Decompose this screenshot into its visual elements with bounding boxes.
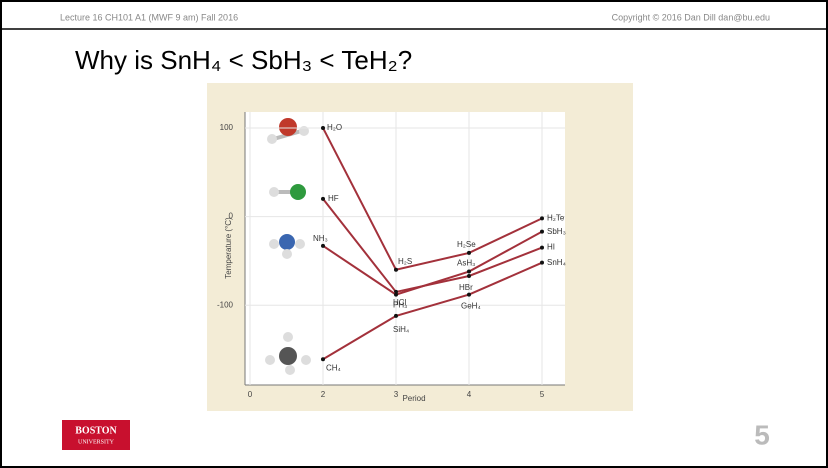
logo-text: BOSTON — [75, 425, 117, 436]
data-point — [321, 125, 325, 130]
data-point — [467, 269, 471, 274]
data-point — [467, 292, 471, 297]
logo-box — [62, 420, 130, 450]
header-right: Copyright © 2016 Dan Dill dan@bu.edu — [612, 12, 770, 22]
data-point — [467, 250, 471, 255]
point-label: HF — [328, 194, 339, 203]
header-left: Lecture 16 CH101 A1 (MWF 9 am) Fall 2016 — [60, 12, 238, 22]
data-point — [321, 243, 325, 248]
data-point — [394, 267, 398, 272]
x-tick-label: 0 — [248, 390, 253, 399]
x-tick-label: 5 — [540, 390, 545, 399]
data-point — [540, 260, 544, 265]
molecules — [265, 118, 311, 375]
point-label: SbH₃ — [547, 227, 566, 236]
data-point — [394, 313, 398, 318]
series-line — [322, 261, 543, 361]
point-label: HBr — [459, 283, 473, 292]
page-number: 5 — [754, 419, 770, 450]
x-axis-label: Period — [402, 394, 425, 403]
point-label: HI — [547, 243, 555, 252]
y-tick-label: -100 — [217, 300, 234, 309]
data-point — [394, 292, 398, 297]
y-tick-label: 100 — [220, 123, 234, 132]
data-point — [540, 229, 544, 234]
data-point — [540, 216, 544, 221]
point-label: PH₃ — [393, 301, 407, 310]
point-label: NH₃ — [313, 234, 328, 243]
series-line — [322, 230, 543, 296]
x-tick-label: 2 — [321, 390, 326, 399]
point-label: SiH₄ — [393, 325, 409, 334]
point-label: H₂S — [398, 257, 412, 266]
point-label: H₂Te — [547, 213, 565, 222]
point-label: H₂Se — [457, 240, 476, 249]
point-label: GeH₄ — [461, 302, 481, 311]
logo: BOSTON UNIVERSITY — [62, 420, 130, 450]
x-tick-label: 4 — [467, 390, 472, 399]
y-axis-label: Temperature (°C) — [224, 217, 233, 279]
data-point — [467, 273, 471, 278]
point-label: CH₄ — [326, 363, 341, 372]
series-line — [322, 127, 543, 271]
logo-text: UNIVERSITY — [78, 439, 115, 445]
data-point — [321, 196, 325, 201]
slide-title: Why is SnH₄ < SbH₃ < TeH₂? — [75, 45, 412, 75]
point-label: H₂O — [327, 123, 342, 132]
point-label: AsH₃ — [457, 259, 475, 268]
plot-area — [245, 112, 565, 385]
data-point — [321, 357, 325, 362]
point-label: HCl — [393, 298, 407, 307]
y-tick-label: 0 — [229, 212, 234, 221]
point-label: SnH₄ — [547, 258, 566, 267]
data-point — [540, 245, 544, 250]
x-tick-label: 3 — [394, 390, 399, 399]
